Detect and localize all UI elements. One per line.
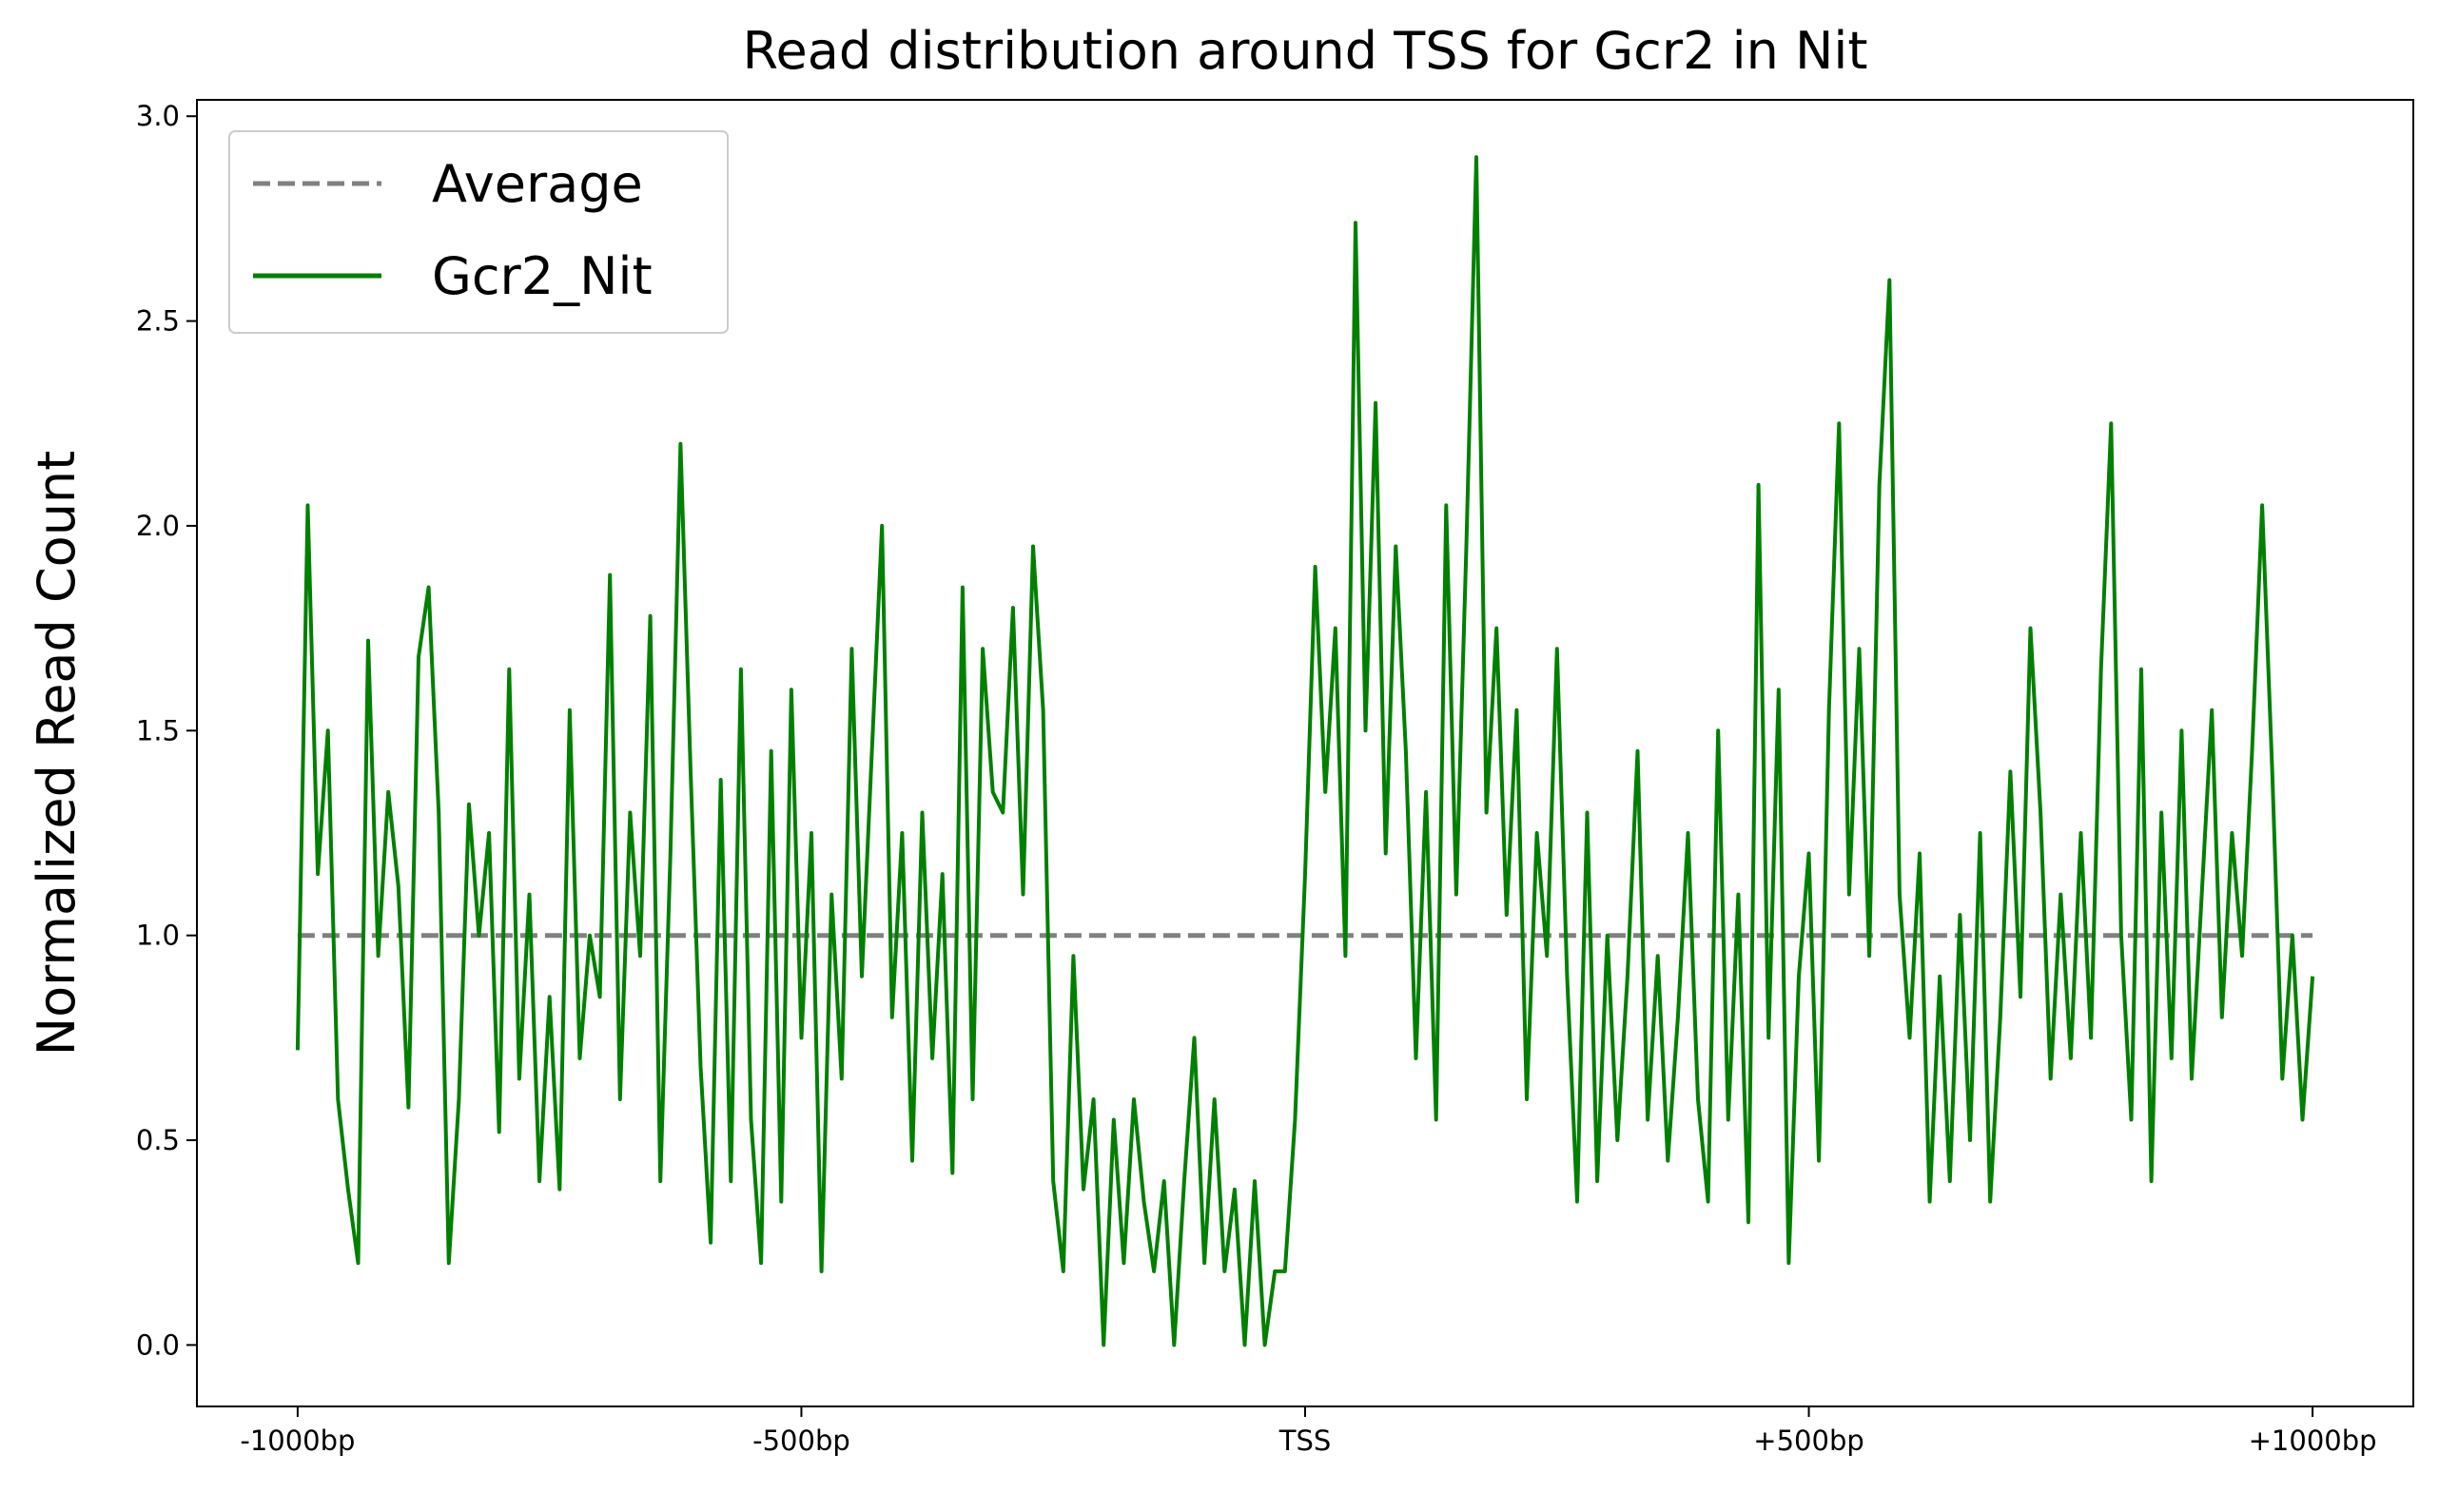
x-tick-label: TSS [1278, 1425, 1332, 1457]
y-tick-label: 0.5 [136, 1124, 180, 1156]
x-tick-label: -500bp [752, 1425, 850, 1457]
chart-title: Read distribution around TSS for Gcr2 in… [742, 21, 1867, 81]
y-tick-label: 1.5 [136, 714, 180, 746]
plot-frame [196, 99, 2414, 1407]
legend-label: Average [432, 154, 643, 214]
x-tick-label: +1000bp [2249, 1425, 2377, 1457]
y-tick-label: 0.0 [136, 1328, 180, 1361]
plot-area: 0.0 0.5 1.0 1.5 2.0 2.5 3.0 -1000bp -500bp TSS +50… [136, 99, 2414, 1457]
x-tick-label: +500bp [1753, 1425, 1863, 1457]
y-tick-label: 2.5 [136, 305, 180, 338]
y-tick-label: 1.0 [136, 920, 180, 952]
y-axis-label: Normalized Read Count [27, 451, 87, 1056]
legend-label: Gcr2_Nit [432, 246, 653, 306]
y-tick-label: 2.0 [136, 510, 180, 542]
x-tick-label: -1000bp [240, 1425, 355, 1457]
y-tick-label: 3.0 [136, 100, 180, 132]
data-line [295, 155, 2315, 1347]
